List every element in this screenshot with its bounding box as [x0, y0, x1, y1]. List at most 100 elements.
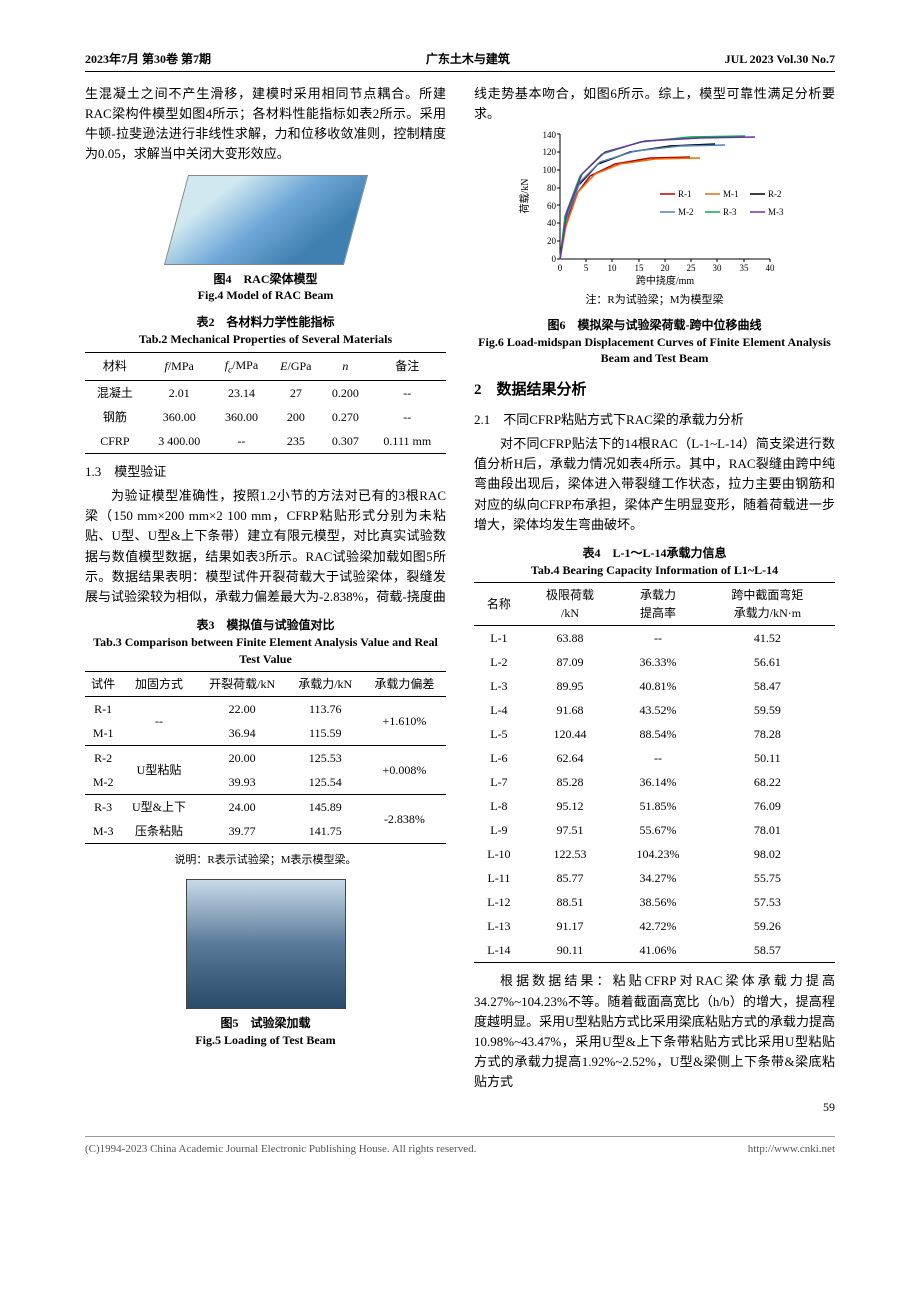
tab3-header-row: 试件 加固方式 开裂荷载/kN 承载力/kN 承载力偏差 — [85, 672, 446, 697]
svg-text:120: 120 — [542, 147, 556, 157]
tab4-row-5: L-662.64--50.11 — [474, 746, 835, 770]
header-center: 广东土木与建筑 — [426, 50, 510, 68]
tab2-h1: f/MPa — [145, 352, 214, 380]
svg-text:荷载/kN: 荷载/kN — [519, 179, 531, 214]
right-column: 线走势基本吻合，如图6所示。综上，模型可靠性满足分析要求。 0 20 40 60… — [474, 84, 835, 1092]
svg-text:100: 100 — [542, 165, 556, 175]
tab3-note: 说明：R表示试验梁；M表示模型梁。 — [85, 852, 446, 869]
fig4-en: Fig.4 Model of RAC Beam — [85, 287, 446, 304]
tab2-row-0: 混凝土 2.01 23.14 27 0.200 -- — [85, 380, 446, 405]
figure-5-box — [85, 879, 446, 1009]
tab4-h3: 跨中截面弯矩承载力/kN·m — [700, 583, 835, 626]
right-para1: 线走势基本吻合，如图6所示。综上，模型可靠性满足分析要求。 — [474, 84, 835, 124]
fig6-caption: 图6 模拟梁与试验梁荷载-跨中位移曲线 Fig.6 Load-midspan D… — [474, 317, 835, 367]
tab4-row-12: L-1391.1742.72%59.26 — [474, 914, 835, 938]
tab4-en: Tab.4 Bearing Capacity Information of L1… — [474, 562, 835, 579]
svg-text:15: 15 — [634, 263, 644, 273]
tab4-cn: 表4 L-1～L-14承载力信息 — [474, 545, 835, 562]
svg-text:R-1: R-1 — [678, 189, 692, 199]
svg-text:40: 40 — [765, 263, 775, 273]
tab3-cn: 表3 模拟值与试验值对比 — [85, 617, 446, 634]
tab4-row-6: L-785.2836.14%68.22 — [474, 770, 835, 794]
tab4-h1: 极限荷载/kN — [524, 583, 616, 626]
svg-text:20: 20 — [660, 263, 670, 273]
footer-left: (C)1994-2023 China Academic Journal Elec… — [85, 1141, 476, 1158]
tab3-row-4: R-3 U型&上下 24.00 145.89 -2.838% — [85, 795, 446, 820]
svg-text:60: 60 — [547, 201, 557, 211]
tab4-row-1: L-287.0936.33%56.61 — [474, 650, 835, 674]
fig6-cn: 图6 模拟梁与试验梁荷载-跨中位移曲线 — [474, 317, 835, 334]
tab2-h2: fc/MPa — [214, 352, 270, 380]
tab2-row-2: CFRP 3 400.00 -- 235 0.307 0.111 mm — [85, 429, 446, 454]
tab4-row-7: L-895.1251.85%76.09 — [474, 794, 835, 818]
svg-text:M-3: M-3 — [768, 207, 784, 217]
svg-text:20: 20 — [547, 236, 557, 246]
right-para3: 根据数据结果：粘贴CFRP对RAC梁体承载力提高34.27%~104.23%不等… — [474, 971, 835, 1092]
test-beam-loading-image — [186, 879, 346, 1009]
svg-text:40: 40 — [547, 218, 557, 228]
tab2-en: Tab.2 Mechanical Properties of Several M… — [85, 331, 446, 348]
content-columns: 生混凝土之间不产生滑移，建模时采用相同节点耦合。所建RAC梁构件模型如图4所示；… — [85, 84, 835, 1092]
header-left: 2023年7月 第30卷 第7期 — [85, 50, 211, 68]
tab4-row-3: L-491.6843.52%59.59 — [474, 698, 835, 722]
tab2-row-1: 钢筋 360.00 360.00 200 0.270 -- — [85, 405, 446, 429]
fig5-caption: 图5 试验梁加载 Fig.5 Loading of Test Beam — [85, 1015, 446, 1049]
tab2-h4: n — [322, 352, 368, 380]
tab4-row-9: L-10122.53104.23%98.02 — [474, 842, 835, 866]
tab4-row-0: L-163.88--41.52 — [474, 626, 835, 651]
fig6-en: Fig.6 Load-midspan Displacement Curves o… — [474, 334, 835, 368]
page-number: 59 — [85, 1098, 835, 1116]
fig6-note: 注：R为试验梁；M为模型梁 — [474, 292, 835, 309]
page-header: 2023年7月 第30卷 第7期 广东土木与建筑 JUL 2023 Vol.30… — [85, 50, 835, 72]
tab4-h0: 名称 — [474, 583, 524, 626]
svg-text:10: 10 — [607, 263, 617, 273]
left-para1: 生混凝土之间不产生滑移，建模时采用相同节点耦合。所建RAC梁构件模型如图4所示；… — [85, 84, 446, 165]
fig5-en: Fig.5 Loading of Test Beam — [85, 1032, 446, 1049]
section-2-1-title: 2.1 不同CFRP粘贴方式下RAC梁的承载力分析 — [474, 410, 835, 430]
svg-text:R-2: R-2 — [768, 189, 782, 199]
svg-text:25: 25 — [686, 263, 696, 273]
tab4-row-2: L-389.9540.81%58.47 — [474, 674, 835, 698]
table-3: 试件 加固方式 开裂荷载/kN 承载力/kN 承载力偏差 R-1 -- 22.0… — [85, 671, 446, 844]
figure-6-chart: 0 20 40 60 80 100 120 140 0 5 10 15 — [515, 124, 795, 289]
svg-text:R-3: R-3 — [723, 207, 737, 217]
table-4: 名称 极限荷载/kN 承载力提高率 跨中截面弯矩承载力/kN·m L-163.8… — [474, 582, 835, 963]
tab4-h2: 承载力提高率 — [616, 583, 700, 626]
tab4-row-13: L-1490.1141.06%58.57 — [474, 938, 835, 963]
svg-text:M-1: M-1 — [723, 189, 739, 199]
tab2-h3: E/GPa — [269, 352, 322, 380]
tab2-h5: 备注 — [369, 352, 446, 380]
left-para2: 为验证模型准确性，按照1.2小节的方法对已有的3根RAC梁（150 mm×200… — [85, 486, 446, 607]
svg-text:跨中挠度/mm: 跨中挠度/mm — [635, 274, 694, 287]
left-column: 生混凝土之间不产生滑移，建模时采用相同节点耦合。所建RAC梁构件模型如图4所示；… — [85, 84, 446, 1092]
svg-text:80: 80 — [547, 183, 557, 193]
fig4-cn: 图4 RAC梁体模型 — [85, 271, 446, 288]
header-right: JUL 2023 Vol.30 No.7 — [725, 50, 835, 68]
svg-text:35: 35 — [739, 263, 749, 273]
tab3-row-2: R-2 U型粘贴 20.00 125.53 +0.008% — [85, 746, 446, 771]
fig4-caption: 图4 RAC梁体模型 Fig.4 Model of RAC Beam — [85, 271, 446, 305]
tab4-row-11: L-1288.5138.56%57.53 — [474, 890, 835, 914]
tab4-row-8: L-997.5155.67%78.01 — [474, 818, 835, 842]
tab2-cn: 表2 各材料力学性能指标 — [85, 314, 446, 331]
figure-4-box — [85, 175, 446, 265]
svg-text:5: 5 — [583, 263, 588, 273]
svg-text:0: 0 — [557, 263, 562, 273]
fig5-cn: 图5 试验梁加载 — [85, 1015, 446, 1032]
svg-text:140: 140 — [542, 130, 556, 140]
svg-text:M-2: M-2 — [678, 207, 694, 217]
rac-beam-model-image — [163, 175, 367, 265]
tab2-header-row: 材料 f/MPa fc/MPa E/GPa n 备注 — [85, 352, 446, 380]
tab3-en: Tab.3 Comparison between Finite Element … — [85, 634, 446, 668]
svg-text:0: 0 — [551, 254, 556, 264]
tab3-row-0: R-1 -- 22.00 113.76 +1.610% — [85, 697, 446, 722]
right-para2: 对不同CFRP贴法下的14根RAC（L-1~L-14）简支梁进行数值分析H后，承… — [474, 434, 835, 535]
section-2-title: 2 数据结果分析 — [474, 379, 835, 402]
section-1-3-title: 1.3 模型验证 — [85, 462, 446, 482]
tab4-header-row: 名称 极限荷载/kN 承载力提高率 跨中截面弯矩承载力/kN·m — [474, 583, 835, 626]
tab2-caption: 表2 各材料力学性能指标 Tab.2 Mechanical Properties… — [85, 314, 446, 348]
tab4-row-4: L-5120.4488.54%78.28 — [474, 722, 835, 746]
footer-right: http://www.cnki.net — [748, 1141, 835, 1158]
page-footer: (C)1994-2023 China Academic Journal Elec… — [85, 1136, 835, 1158]
tab4-caption: 表4 L-1～L-14承载力信息 Tab.4 Bearing Capacity … — [474, 545, 835, 579]
